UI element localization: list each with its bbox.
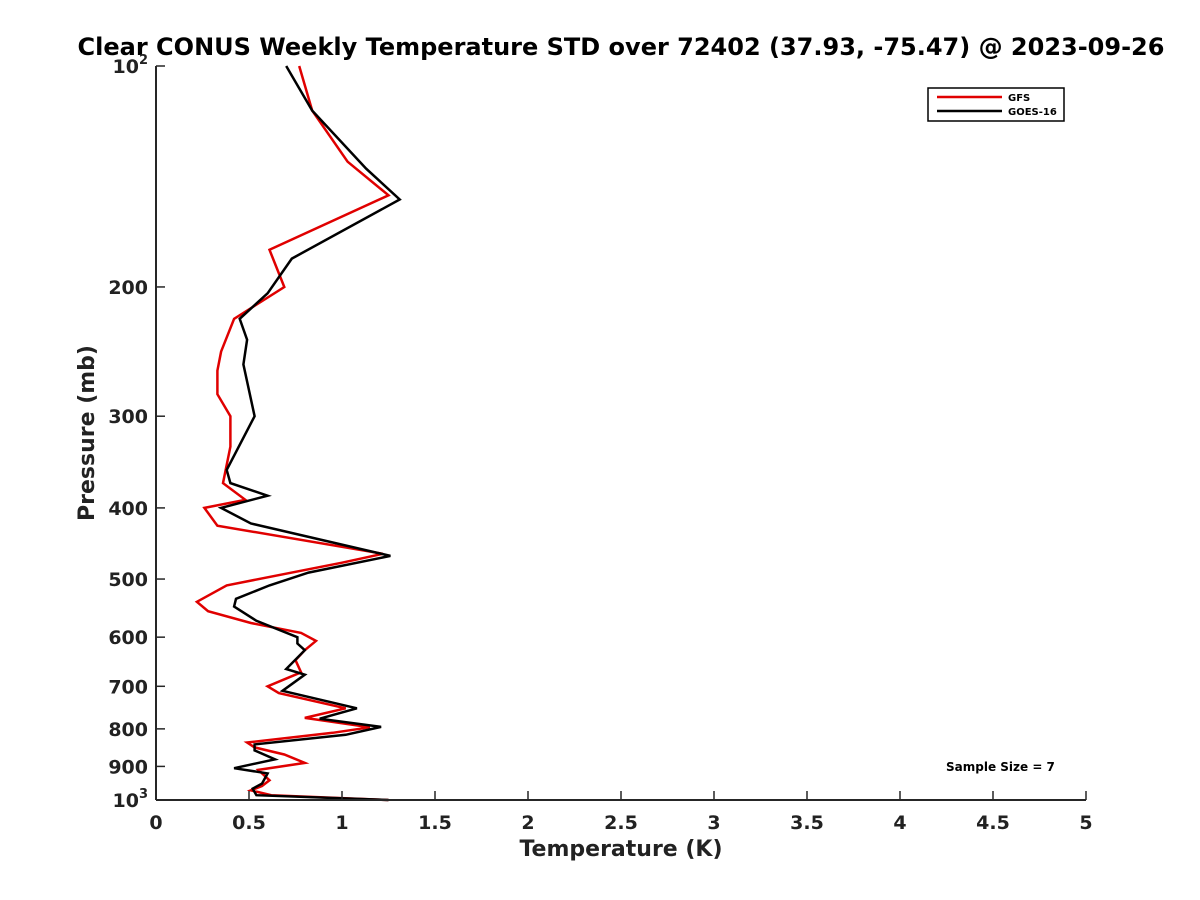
y-tick-label: 103 [113, 787, 149, 812]
y-tick-label: 200 [108, 277, 148, 299]
x-tick-label: 4 [893, 812, 906, 834]
x-tick-label: 5 [1079, 812, 1092, 834]
y-axis-ticks: 102 200 300 400 500 600 700 800 900 103 [108, 53, 165, 812]
legend: GFS GOES-16 [927, 87, 1065, 122]
y-tick-label: 500 [108, 569, 148, 591]
x-axis-label: Temperature (K) [519, 837, 722, 862]
x-tick-label: 3 [707, 812, 720, 834]
y-tick-label: 700 [108, 676, 148, 698]
series-layer [194, 65, 402, 802]
y-tick-label: 600 [108, 627, 148, 649]
y-tick-label: 300 [108, 406, 148, 428]
series-line-gfs [194, 65, 391, 802]
x-tick-label: 0 [149, 812, 162, 834]
y-tick-label: 900 [108, 756, 148, 778]
plot-area: 0 0.5 1 1.5 2 2.5 3 3.5 4 4.5 5 102 200 300 400 500 600… [108, 53, 1092, 834]
x-axis-ticks: 0 0.5 1 1.5 2 2.5 3 3.5 4 4.5 5 [149, 791, 1093, 834]
y-tick-label: 400 [108, 498, 148, 520]
legend-box [927, 87, 1065, 122]
x-tick-label: 4.5 [976, 812, 1010, 834]
x-tick-label: 3.5 [790, 812, 824, 834]
series-line-goes-16 [217, 65, 402, 802]
y-tick-label: 102 [113, 53, 149, 78]
x-tick-label: 0.5 [232, 812, 266, 834]
x-tick-label: 1 [335, 812, 348, 834]
sample-size-note: Sample Size = 7 [946, 760, 1055, 774]
chart-title: Clear CONUS Weekly Temperature STD over … [78, 33, 1165, 61]
legend-label-goes-16: GOES-16 [1008, 107, 1057, 118]
x-tick-label: 2.5 [604, 812, 638, 834]
legend-label-gfs: GFS [1008, 93, 1030, 104]
x-tick-label: 2 [521, 812, 534, 834]
y-axis-label: Pressure (mb) [75, 345, 100, 521]
x-tick-label: 1.5 [418, 812, 452, 834]
y-tick-label: 800 [108, 719, 148, 741]
